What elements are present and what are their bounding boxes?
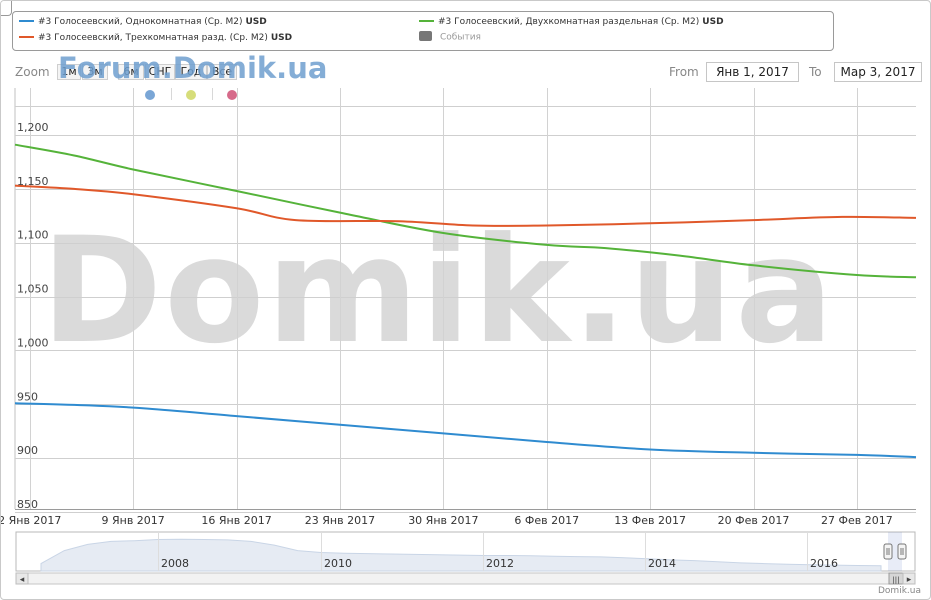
zoom-1m-button[interactable]: 1м [57,64,81,80]
zoom-year-button[interactable]: Год [175,64,207,80]
x-tick-label: 9 Янв 2017 [102,514,165,527]
range-to-input[interactable]: Мар 3, 2017 [834,62,922,82]
zoom-3m-button[interactable]: 3м [82,64,108,80]
events-swatch [419,31,432,41]
legend-swatch [19,35,34,38]
legend: #3 Голосеевский, Однокомнатная (Ср. М2) U… [12,11,834,51]
chevron-left-icon: ◂ [20,575,25,585]
event-marker-yellow[interactable] [186,90,196,100]
forum-watermark: Forum.Domik.ua [58,51,328,85]
y-tick-label: 1,050 [17,283,49,296]
zoom-6m-button[interactable]: 6м [118,64,144,80]
event-marker-blue[interactable] [145,90,155,100]
range-from-input[interactable]: Янв 1, 2017 [706,62,799,82]
event-separator [171,88,172,100]
y-tick-label: 950 [17,390,38,403]
legend-swatch [419,19,434,22]
series-lines [14,143,917,459]
navigator-year-label: 2016 [810,557,838,570]
navigator-year-label: 2014 [648,557,676,570]
legend-unit: USD [245,17,267,27]
x-tick-label: 20 Фев 2017 [718,514,790,527]
legend-item-one-room[interactable]: #3 Голосеевский, Однокомнатная (Ср. М2) U… [19,17,267,27]
x-tick-label: 27 Фев 2017 [821,514,893,527]
y-tick-label: 900 [17,444,38,457]
y-tick-label: 850 [17,498,38,511]
legend-label: #3 Голосеевский, Однокомнатная (Ср. М2) [38,17,243,27]
x-tick-label: 30 Янв 2017 [408,514,478,527]
legend-label: События [440,32,481,43]
y-axis: 850 900 950 1,000 1,050 1,100 1,150 1,200 [17,121,49,511]
navigator-year-label: 2008 [161,557,189,570]
legend-swatch [19,19,34,22]
zoom-all-button[interactable]: Все [207,64,237,80]
legend-label: #3 Голосеевский, Трехкомнатная разд. (Ср… [38,33,268,43]
x-tick-label: 6 Фев 2017 [514,514,579,527]
y-tick-label: 1,150 [17,175,49,188]
y-tick-label: 1,000 [17,336,49,349]
navigator-area [40,538,882,572]
x-tick-label: 13 Фев 2017 [614,514,686,527]
navigator-year-label: 2012 [486,557,514,570]
navigator-left-handle[interactable] [883,543,893,560]
event-marker-pink[interactable] [227,90,237,100]
scrollbar-right-button[interactable] [902,572,916,585]
legend-unit: USD [270,33,293,43]
scrollbar-track [15,572,916,585]
y-tick-label: 1,100 [17,229,49,242]
range-to-label: To [809,65,822,79]
x-tick-label: 2 Янв 2017 [1,514,61,527]
legend-label: #3 Голосеевский, Двухкомнатная раздельна… [438,17,700,27]
x-tick-label: 16 Янв 2017 [201,514,271,527]
corner-decoration [1,1,12,16]
series-line-three-room [14,184,917,227]
scrollbar-grip-icon: ||| [892,576,899,584]
legend-item-two-room[interactable]: #3 Голосеевский, Двухкомнатная раздельна… [419,17,724,27]
zoom-ytd-button[interactable]: СНГ [145,64,175,80]
legend-item-events[interactable]: События [419,31,481,43]
chevron-right-icon: ▸ [907,575,912,585]
event-separator [212,88,213,100]
legend-unit: USD [702,17,724,27]
credit-text: Domik.ua [878,586,921,596]
x-axis: 2 Янв 2017 9 Янв 2017 16 Янв 2017 23 Янв 20… [1,514,893,527]
series-line-two-room [14,143,917,279]
series-line-one-room [14,402,917,459]
domik-watermark: Domik.ua [41,206,836,376]
navigator-right-handle[interactable] [897,543,907,560]
navigator-selection [888,532,902,571]
navigator-year-label: 2010 [324,557,352,570]
legend-item-three-room[interactable]: #3 Голосеевский, Трехкомнатная разд. (Ср… [19,33,292,43]
range-from-label: From [669,65,699,79]
navigator[interactable]: 2008 2010 2012 2014 2016 ◂ ||| ▸ [15,531,916,585]
zoom-label: Zoom [15,65,50,79]
y-tick-label: 1,200 [17,121,49,134]
x-tick-label: 23 Янв 2017 [305,514,375,527]
scrollbar-left-button[interactable] [15,572,29,585]
grid [14,88,916,513]
